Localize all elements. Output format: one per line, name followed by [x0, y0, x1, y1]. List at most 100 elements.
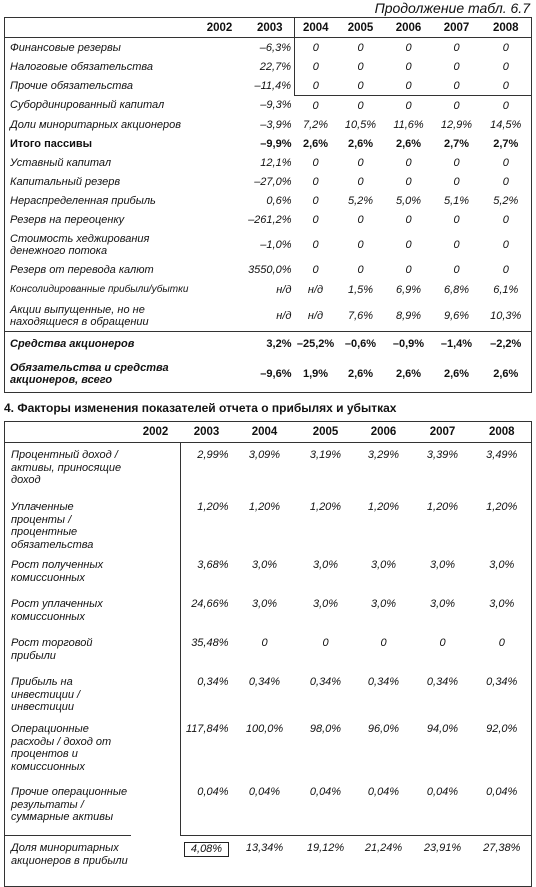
cell-value: 9,6% [432, 300, 481, 332]
cell-value: 0 [453, 41, 460, 54]
cell-value: 3,19% [309, 449, 342, 461]
cell-value: 12,9% [440, 118, 473, 131]
cell-value: –261,2% [248, 213, 292, 226]
cell-value: 0 [294, 76, 337, 96]
row-label: Итого пассивы [10, 137, 92, 150]
table-row: Резерв от перевода калют 3550,0% 0 0 0 0 0 [5, 260, 532, 280]
cell-value [194, 191, 246, 210]
cell-value [194, 280, 246, 300]
year-header: 2008 [480, 17, 532, 38]
cell-value: 0 [502, 264, 509, 276]
cell-value: 0 [453, 156, 460, 169]
cell-value: 3,0% [489, 598, 515, 610]
row-label: Прибыль на инвестиции / инвестиции [11, 676, 81, 713]
continuation-title: Продолжение табл. 6.7 [374, 0, 530, 16]
cell-value [194, 356, 246, 393]
year-header: 2006 [354, 421, 413, 443]
cell-value: 0 [453, 264, 460, 276]
cell-value: 2,6% [493, 368, 519, 380]
cell-value: 0 [502, 156, 509, 169]
cell-value: 7,6% [336, 300, 385, 332]
cell-value: 3,0% [312, 598, 339, 610]
cell-value: 3550,0% [248, 264, 292, 276]
cell-value: 0 [405, 264, 412, 276]
cell-value [131, 443, 181, 496]
cell-value: 0 [439, 637, 446, 649]
cell-value: 1,20% [180, 495, 233, 553]
row-label: Налоговые обязательства [10, 60, 154, 73]
cell-value: 5,2% [493, 194, 519, 207]
cell-value: –2,2% [490, 338, 522, 350]
cell-value: 3,0% [429, 559, 456, 571]
table-row: Процентный доход / активы, приносящие до… [5, 442, 532, 496]
cell-value: 1,20% [309, 501, 342, 513]
cell-value: 6,1% [493, 284, 519, 296]
cell-value: 24,66% [180, 592, 233, 631]
table-row: Доли миноритарных акционеров –3,9% 7,2% 10,… [5, 115, 532, 134]
row-label: Доля миноритарных акционеров в прибыли [11, 842, 128, 867]
cell-value: 0,6% [266, 194, 292, 207]
cell-value: 2,7% [493, 137, 519, 150]
cell-value: 0 [312, 238, 319, 251]
cell-value: 0 [312, 264, 319, 276]
cell-value [194, 115, 246, 134]
cell-value: 0,04% [472, 780, 532, 836]
cell-value: 2,99% [180, 442, 233, 495]
cell-value [194, 38, 246, 58]
cell-value [194, 76, 246, 96]
cell-value: 14,5% [490, 118, 522, 131]
cell-value: –0,9% [392, 338, 425, 350]
row-label: Обязательства и средства акционеров, все… [10, 362, 169, 386]
row-label: Субординированный капитал [10, 99, 165, 112]
year-header: 2004 [294, 17, 337, 38]
cell-value [131, 495, 181, 553]
cell-value: 2,7% [443, 137, 470, 150]
cell-value [131, 592, 181, 631]
cell-value: 96,0% [367, 723, 400, 735]
cell-value: 23,91% [423, 842, 462, 854]
cell-value: 100,0% [245, 723, 284, 735]
cell-value [194, 260, 246, 280]
cell-value: 1,20% [367, 501, 400, 513]
cell-value: 0 [322, 637, 329, 649]
cell-value: 0 [357, 156, 364, 169]
cell-value: 0 [312, 213, 319, 226]
table-row: Уплаченные проценты / процентные обязате… [5, 495, 532, 553]
table-row: Прочие обязательства –11,4% 0 0 0 0 0 [5, 76, 532, 96]
cell-value: 5,1% [443, 194, 470, 207]
cell-value: 0 [405, 99, 412, 112]
year-header: 2005 [296, 421, 355, 443]
cell-value: 7,2% [302, 118, 329, 131]
highlighted-value: 4,08% [183, 842, 230, 857]
year-header: 2004 [232, 421, 297, 443]
row-label: Доли миноритарных акционеров [10, 118, 182, 131]
section-title: 4. Факторы изменения показателей отчета … [4, 401, 397, 415]
cell-value [131, 631, 181, 670]
table-row: Рост торговой прибыли 35,48% 0 0 0 0 0 [5, 631, 532, 670]
row-label: Стоимость хеджирования денежного потока [10, 232, 150, 257]
cell-value [131, 670, 181, 717]
cell-value: 0 [453, 238, 460, 251]
cell-value: 0 [312, 156, 319, 169]
cell-value: 0 [261, 637, 268, 649]
table-row: Операционные расходы / доход от проценто… [5, 717, 532, 780]
cell-value: 3,0% [251, 559, 278, 571]
cell-value: 1,20% [248, 501, 281, 513]
row-label: Консолидированные прибыли/убытки [10, 284, 189, 295]
table-row: Стоимость хеджирования денежного потока –… [5, 229, 532, 260]
cell-value: 1,9% [302, 368, 329, 380]
cell-value: 11,6% [393, 118, 424, 131]
cell-value: 0 [502, 175, 509, 188]
cell-value: 0 [357, 213, 364, 226]
cell-value [131, 836, 181, 887]
cell-value: 1,20% [426, 501, 459, 513]
cell-value: н/д [245, 300, 295, 332]
table-row: Резерв на переоценку –261,2% 0 0 0 0 0 [5, 210, 532, 229]
cell-value: –25,2% [296, 338, 335, 350]
cell-value: 0,04% [354, 780, 413, 836]
cell-value: 0 [502, 99, 509, 112]
cell-value: 1,20% [486, 501, 518, 513]
cell-value: 5,0% [395, 194, 422, 207]
cell-value: 0,34% [248, 676, 281, 688]
cell-value [131, 717, 181, 780]
